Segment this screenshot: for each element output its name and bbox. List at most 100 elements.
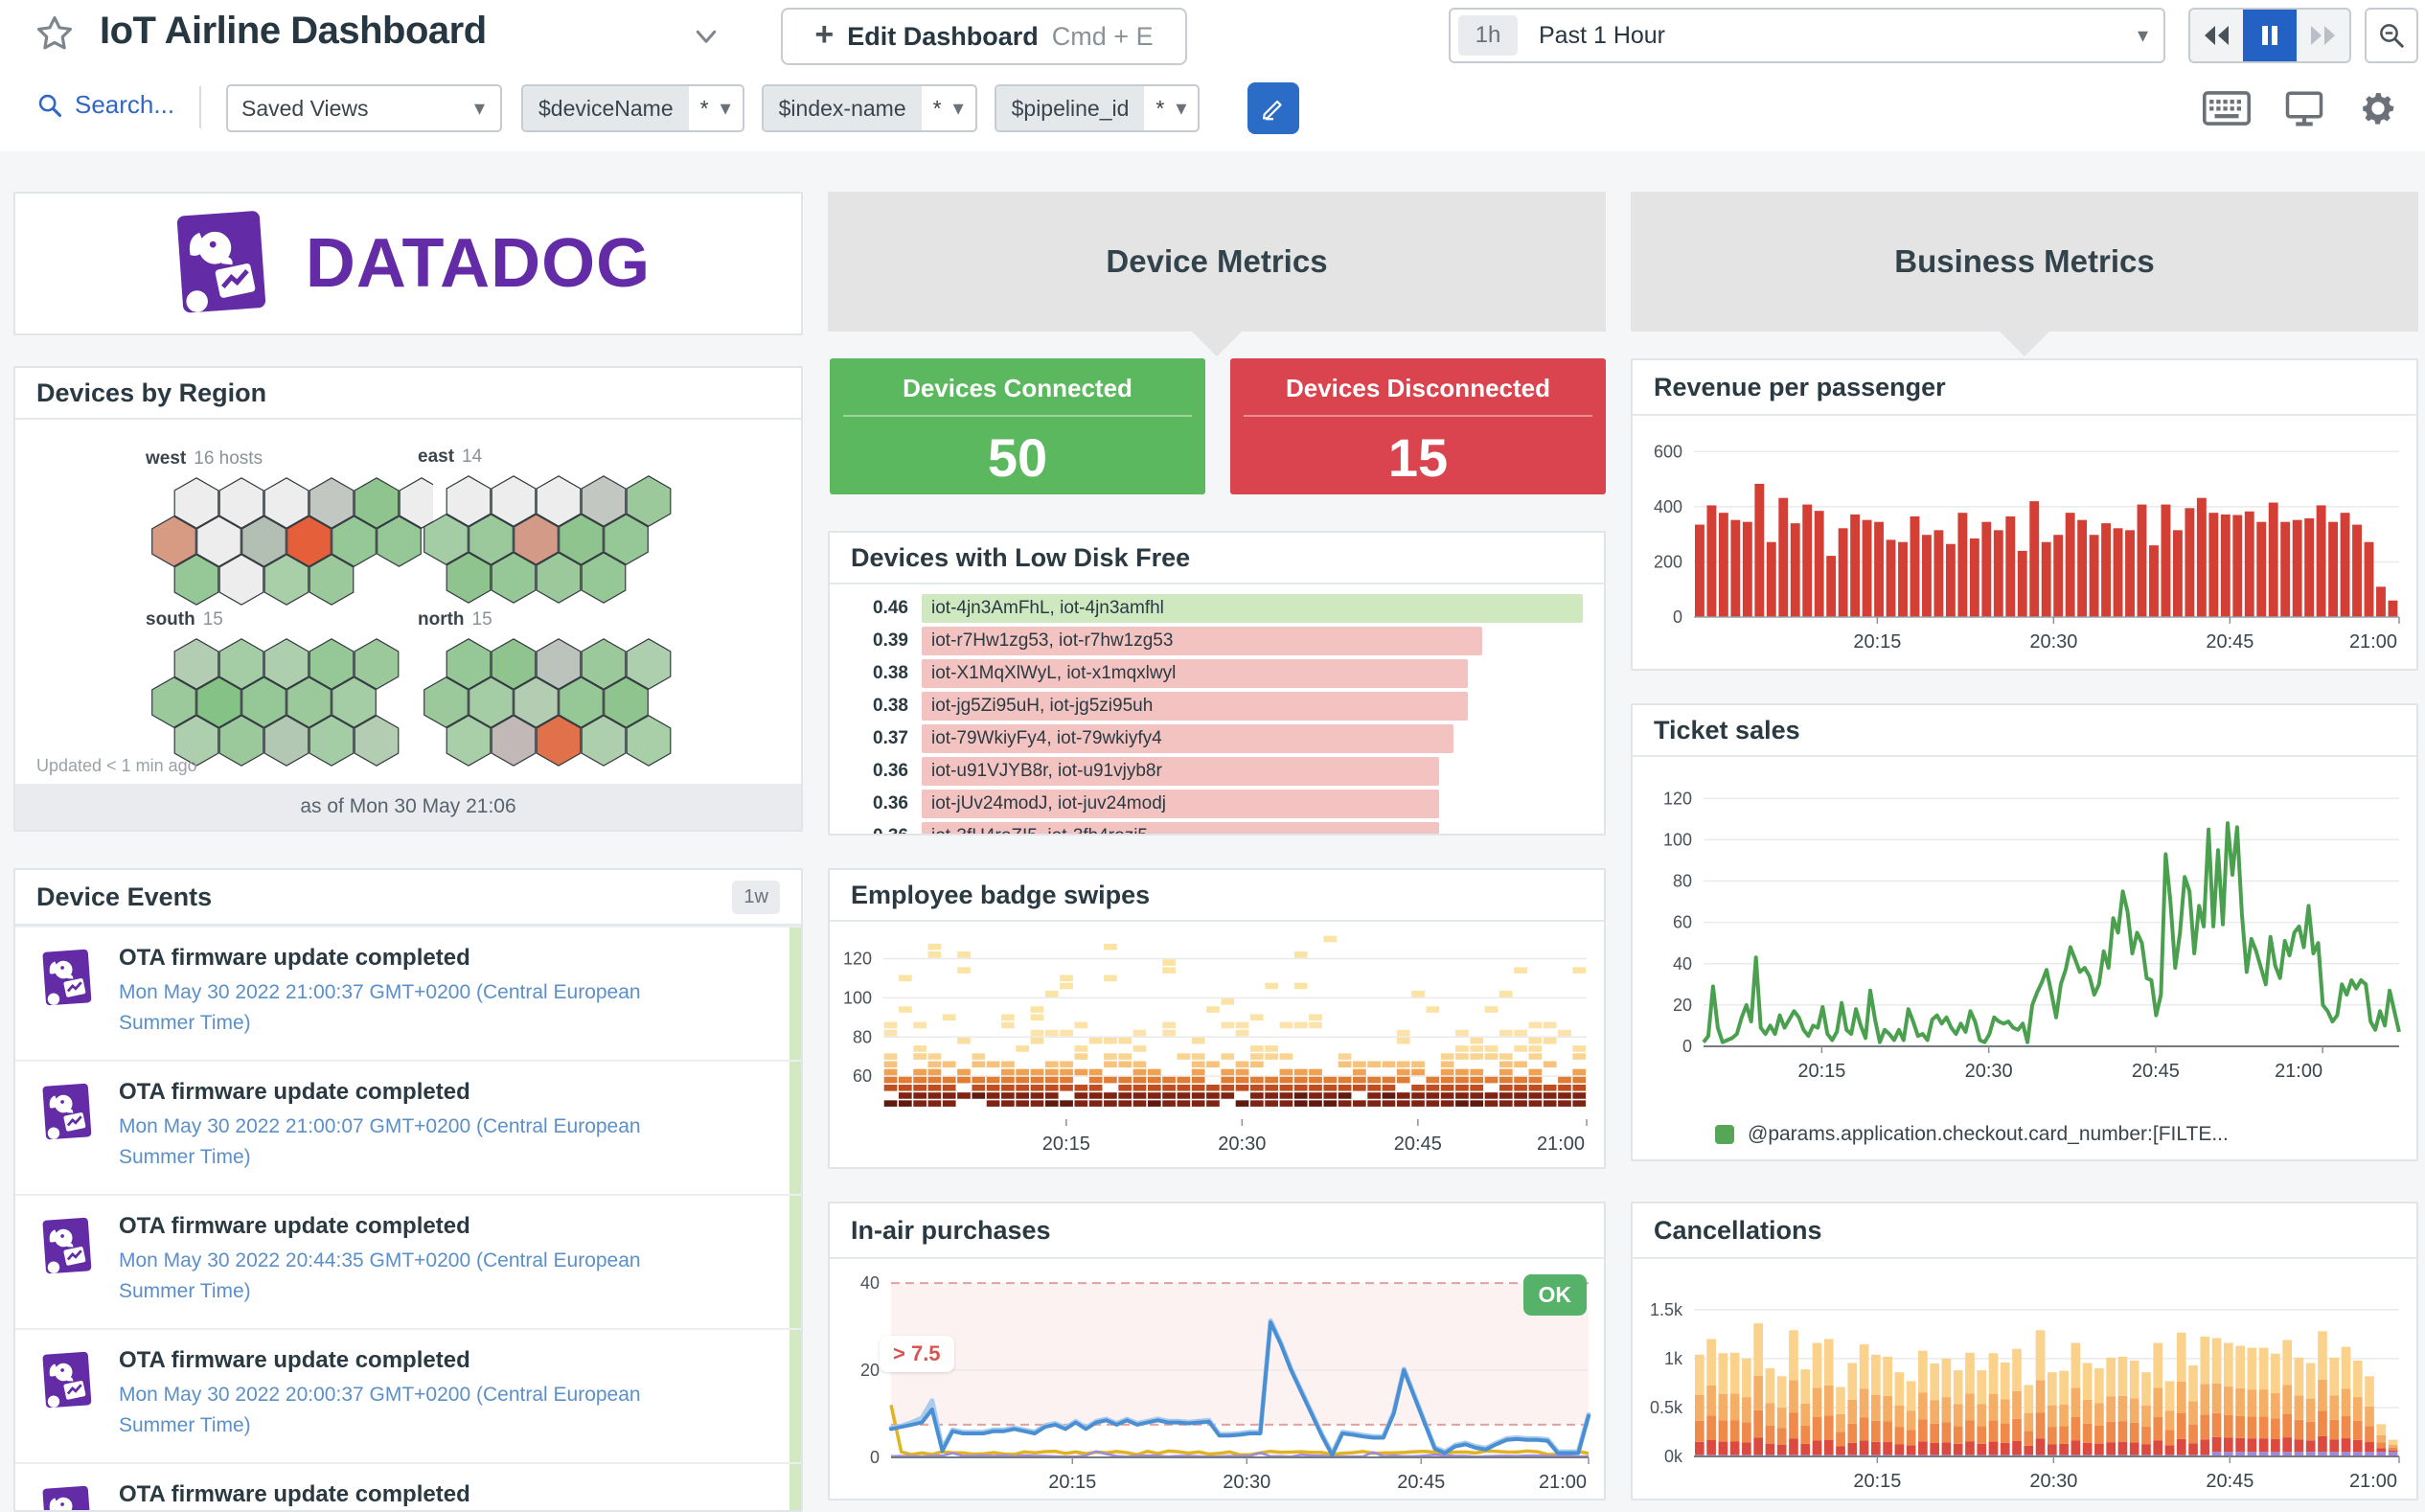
toplist-row[interactable]: 0.36 iot-u91VJYB8r, iot-u91vjyb8r — [851, 757, 1583, 786]
toplist-bar: iot-X1MqXlWyL, iot-x1mqxlwyl — [922, 659, 1468, 688]
hostmap-group-east[interactable]: east 14 — [418, 447, 705, 610]
datadog-avatar — [36, 1215, 100, 1283]
event-item[interactable]: OTA firmware update completed Mon May 30 … — [15, 926, 801, 1060]
cancellations-chart[interactable]: 0k 0.5k 1k 1.5k 20:15 20:30 20:45 21:00 — [1633, 1261, 2416, 1501]
svg-text:20:15: 20:15 — [1797, 1061, 1845, 1082]
cancellations-header: Cancellations — [1633, 1203, 2416, 1259]
variable-name: $pipeline_id — [995, 86, 1145, 130]
svg-text:120: 120 — [1663, 789, 1692, 808]
event-item[interactable]: OTA firmware update completed Mon May 30 … — [15, 1060, 801, 1194]
event-item[interactable]: OTA firmware update completed — [15, 1462, 801, 1510]
event-status-stripe — [789, 928, 801, 1060]
legend-label: @params.application.checkout.card_number… — [1748, 1123, 2229, 1145]
toplist-row[interactable]: 0.46 iot-4jn3AmFhL, iot-4jn3amfhl — [851, 594, 1583, 623]
event-item[interactable]: OTA firmware update completed Mon May 30 … — [15, 1194, 801, 1328]
saved-views-select[interactable]: Saved Views ▾ — [226, 84, 502, 132]
svg-text:0: 0 — [1673, 607, 1682, 627]
template-variable-index-name[interactable]: $index-name * ▾ — [761, 84, 977, 132]
toplist-bar: iot-r7Hw1zg53, iot-r7hw1zg53 — [922, 627, 1483, 655]
low-disk-title: Devices with Low Disk Free — [851, 542, 1191, 572]
toplist-value: 0.38 — [873, 696, 908, 716]
variable-value: * ▾ — [699, 95, 731, 121]
playback-controls — [2188, 8, 2351, 63]
event-timestamp: Mon May 30 2022 20:00:37 GMT+0200 (Centr… — [119, 1384, 641, 1436]
svg-text:200: 200 — [1654, 552, 1682, 571]
template-variable-pipeline_id[interactable]: $pipeline_id * ▾ — [994, 84, 1201, 132]
search-control[interactable]: Search... — [36, 90, 174, 120]
toplist-value: 0.39 — [873, 630, 908, 651]
svg-text:20:30: 20:30 — [1223, 1472, 1270, 1493]
time-range-chip: 1h — [1458, 15, 1518, 56]
plus-icon: + — [814, 15, 835, 53]
ticket-sales-legend[interactable]: @params.application.checkout.card_number… — [1715, 1123, 2229, 1146]
toplist-row[interactable]: 0.38 iot-X1MqXlWyL, iot-x1mqxlwyl — [851, 659, 1583, 688]
title-chevron-down-icon[interactable] — [690, 21, 724, 50]
saved-views-label: Saved Views — [241, 95, 369, 121]
device-events-card: Device Events 1w OTA firmware update com… — [13, 868, 803, 1512]
template-variable-deviceName[interactable]: $deviceName * ▾ — [521, 84, 744, 132]
svg-text:21:00: 21:00 — [1537, 1134, 1585, 1155]
revenue-card: Revenue per passenger 0 200 400 600 20:15 20:… — [1631, 358, 2418, 671]
in-air-title: In-air purchases — [851, 1215, 1051, 1245]
toplist-row[interactable]: 0.36 iot-jUv24modJ, iot-juv24modj — [851, 790, 1583, 818]
variable-value: * ▾ — [1155, 95, 1187, 121]
event-item[interactable]: OTA firmware update completed Mon May 30 … — [15, 1328, 801, 1462]
devices-connected-label: Devices Connected — [843, 358, 1192, 417]
svg-text:0: 0 — [1682, 1037, 1692, 1056]
favorite-star-icon[interactable] — [34, 13, 75, 54]
edit-variables-button[interactable] — [1247, 82, 1299, 134]
variable-name: $deviceName — [523, 86, 689, 130]
search-label: Search... — [75, 90, 175, 119]
saved-views-caret-icon: ▾ — [473, 96, 485, 120]
device-events-timeframe-badge[interactable]: 1w — [732, 880, 780, 914]
edit-dashboard-button[interactable]: + Edit Dashboard Cmd + E — [781, 8, 1187, 65]
toplist-bar: iot-jUv24modJ, iot-juv24modj — [922, 790, 1440, 818]
svg-text:20:30: 20:30 — [1965, 1061, 2013, 1082]
device-events-title: Device Events — [36, 882, 213, 911]
revenue-title: Revenue per passenger — [1654, 372, 1946, 401]
devices-disconnected-label: Devices Disconnected — [1244, 358, 1592, 417]
rewind-button[interactable] — [2190, 10, 2243, 61]
toplist-value: 0.37 — [873, 728, 908, 748]
datadog-avatar — [36, 947, 100, 1015]
event-timestamp: Mon May 30 2022 21:00:07 GMT+0200 (Centr… — [119, 1115, 641, 1168]
svg-text:20:45: 20:45 — [2206, 1471, 2253, 1492]
top-header: IoT Airline Dashboard + Edit Dashboard C… — [0, 0, 2425, 151]
forward-button[interactable] — [2297, 10, 2349, 61]
toplist-value: 0.36 — [873, 761, 908, 781]
toplist-row[interactable]: 0.37 iot-79WkiyFy4, iot-79wkiyfy4 — [851, 724, 1583, 753]
dashboard-canvas: DATADOG Devices by Region west 16 hosts ea… — [0, 151, 2425, 1512]
low-disk-header: Devices with Low Disk Free — [830, 533, 1604, 584]
devices-by-region-header: Devices by Region — [15, 368, 801, 420]
event-list: OTA firmware update completed Mon May 30 … — [15, 926, 801, 1510]
revenue-bar-chart[interactable]: 0 200 400 600 20:15 20:30 20:45 21:00 — [1633, 418, 2416, 671]
svg-text:80: 80 — [1673, 872, 1692, 891]
event-timestamp: Mon May 30 2022 20:44:35 GMT+0200 (Centr… — [119, 1249, 641, 1302]
monitor-status-badge: OK — [1522, 1274, 1587, 1316]
hostmap-group-south[interactable]: south 15 — [146, 609, 433, 773]
business-metrics-note-tail — [2000, 332, 2049, 356]
svg-text:100: 100 — [843, 988, 872, 1007]
toplist-row[interactable]: 0.38 iot-jg5Zi95uH, iot-jg5zi95uh — [851, 692, 1583, 721]
tv-mode-icon[interactable] — [2283, 88, 2325, 128]
zoom-out-button[interactable] — [2365, 8, 2418, 63]
toplist-row[interactable]: 0.36 iot-3fH4roZI5, iot-3fh4rozi5 — [851, 822, 1583, 834]
device-metrics-note: Device Metrics — [828, 192, 1606, 332]
keyboard-icon[interactable] — [2203, 91, 2251, 126]
ticket-sales-chart[interactable]: 0 20 40 60 80 100 120 20:15 20:30 20:45 21:00 — [1633, 759, 2416, 1113]
in-air-chart[interactable]: 0 20 40 20:15 20:30 20:45 21:00 — [830, 1261, 1604, 1501]
toplist-bar: iot-jg5Zi95uH, iot-jg5zi95uh — [922, 692, 1468, 721]
pause-button[interactable] — [2243, 10, 2297, 61]
toplist-row[interactable]: 0.39 iot-r7Hw1zg53, iot-r7hw1zg53 — [851, 627, 1583, 655]
hostmap-group-north[interactable]: north 15 — [418, 609, 705, 773]
svg-text:20:30: 20:30 — [2029, 631, 2077, 653]
low-disk-toplist: 0.46 iot-4jn3AmFhL, iot-4jn3amfhl 0.39 iot-… — [851, 594, 1583, 834]
time-range-selector[interactable]: 1h Past 1 Hour ▾ — [1449, 8, 2165, 63]
gear-icon[interactable] — [2358, 88, 2398, 128]
edit-dashboard-label: Edit Dashboard — [847, 21, 1039, 51]
badge-swipes-heatmap[interactable]: 60 80 100 120 20:15 20:30 20:45 21:00 — [830, 924, 1604, 1169]
devices-connected-widget: Devices Connected 50 — [830, 358, 1205, 494]
devices-disconnected-widget: Devices Disconnected 15 — [1230, 358, 1606, 494]
hostmap-group-west[interactable]: west 16 hosts — [146, 448, 445, 612]
event-title: OTA firmware update completed — [119, 1079, 470, 1105]
